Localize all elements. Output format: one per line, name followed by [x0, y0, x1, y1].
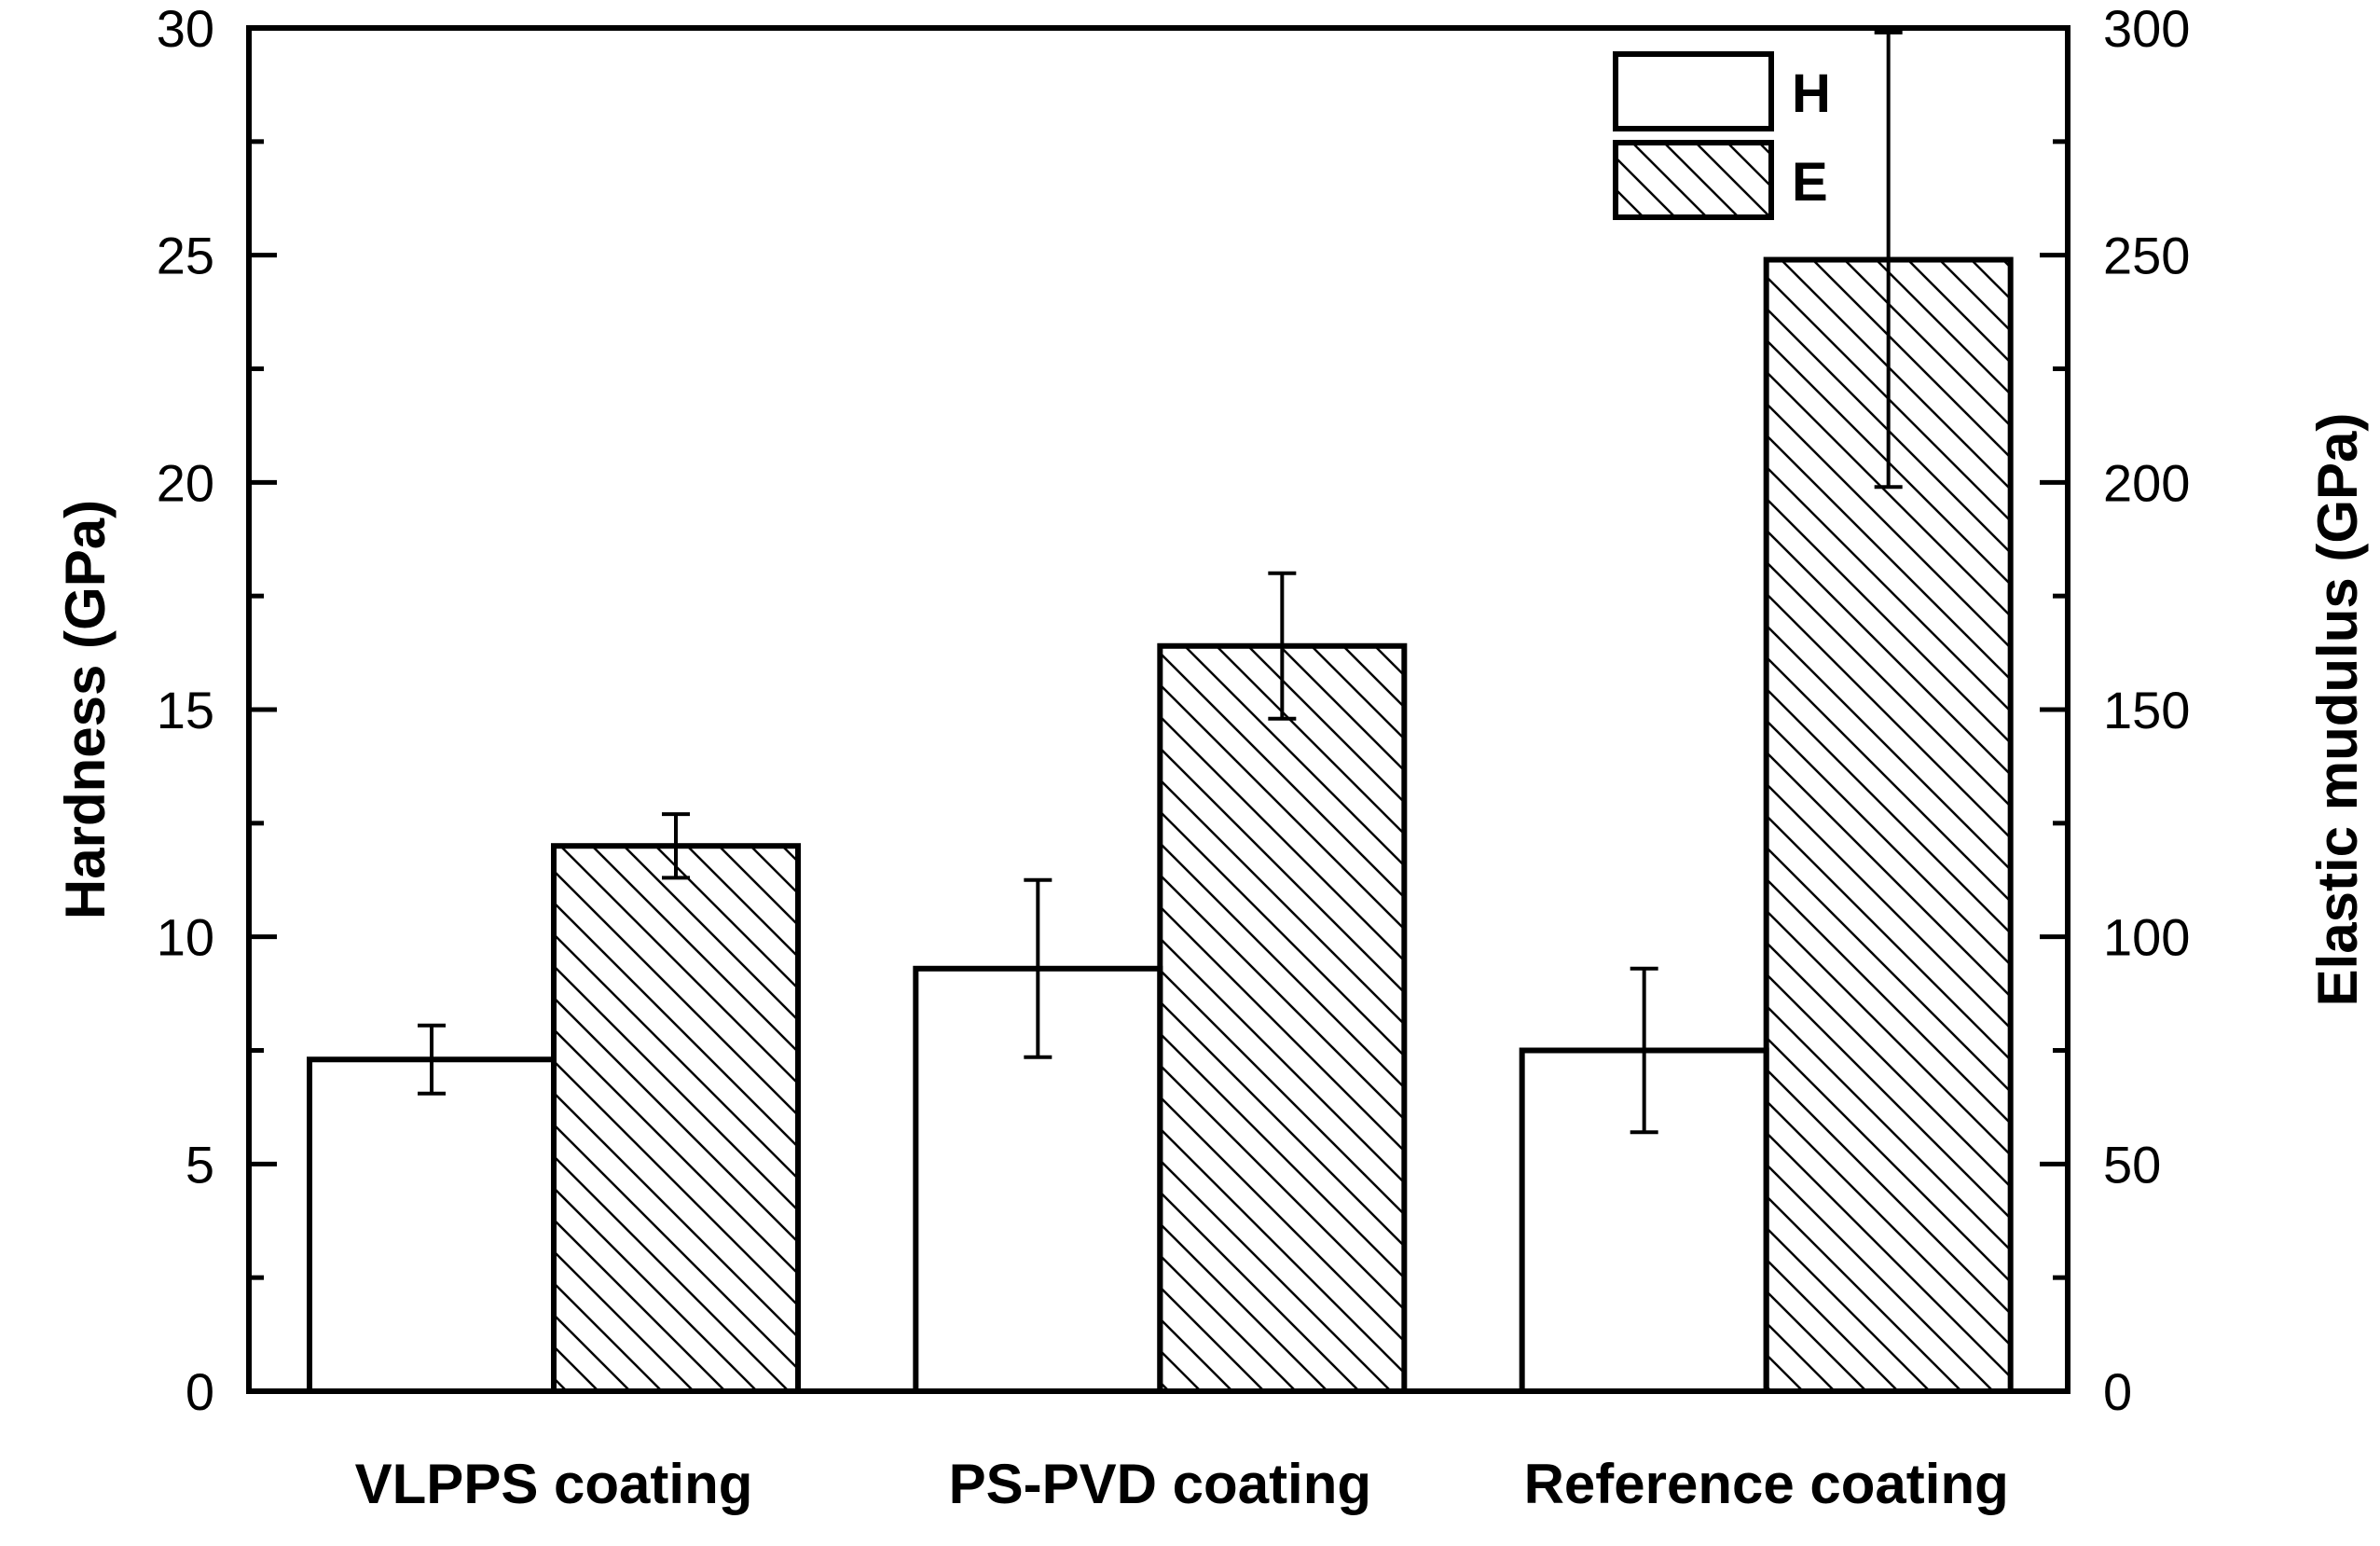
y-left-tick-label: 10 — [157, 908, 214, 967]
legend-swatch-h — [1613, 51, 1774, 131]
y-left-tick-label: 15 — [157, 681, 214, 739]
error-bars-layer — [418, 30, 1903, 1135]
bars-layer — [307, 256, 2014, 1395]
y-left-tick-label: 25 — [157, 227, 214, 285]
y-right-tick-label: 50 — [2103, 1135, 2161, 1194]
category-label-2: PS-PVD coating — [949, 1453, 1371, 1515]
y-right-tick-label: 0 — [2103, 1362, 2132, 1421]
y-right-tick-label: 200 — [2103, 453, 2190, 512]
axis-ticks-layer — [249, 25, 2068, 1394]
y-left-tick-label: 5 — [186, 1135, 214, 1194]
y-right-tick-label: 300 — [2103, 0, 2190, 58]
legend-label-h: H — [1792, 63, 1831, 124]
y-right-tick-label: 250 — [2103, 227, 2190, 285]
bar-e-1 — [551, 843, 801, 1394]
category-label-1: VLPPS coating — [355, 1453, 753, 1515]
category-label-3: Reference coating — [1524, 1453, 2009, 1515]
legend-label-e: E — [1792, 152, 1828, 213]
y-left-tick-label: 0 — [186, 1362, 214, 1421]
bar-h-1 — [307, 1056, 557, 1395]
y-right-tick-label: 150 — [2103, 681, 2190, 739]
y-right-tick-label: 100 — [2103, 908, 2190, 967]
bar-e-2 — [1157, 642, 1408, 1394]
y-left-tick-label: 30 — [157, 0, 214, 58]
y-left-tick-label: 20 — [157, 453, 214, 512]
y-axis-left-title: Hardness (GPa) — [54, 500, 117, 919]
y-axis-right-title: Elastic mudulus (GPa) — [2306, 413, 2369, 1007]
legend: H E — [1613, 51, 1831, 220]
legend-swatch-e — [1613, 140, 1774, 220]
